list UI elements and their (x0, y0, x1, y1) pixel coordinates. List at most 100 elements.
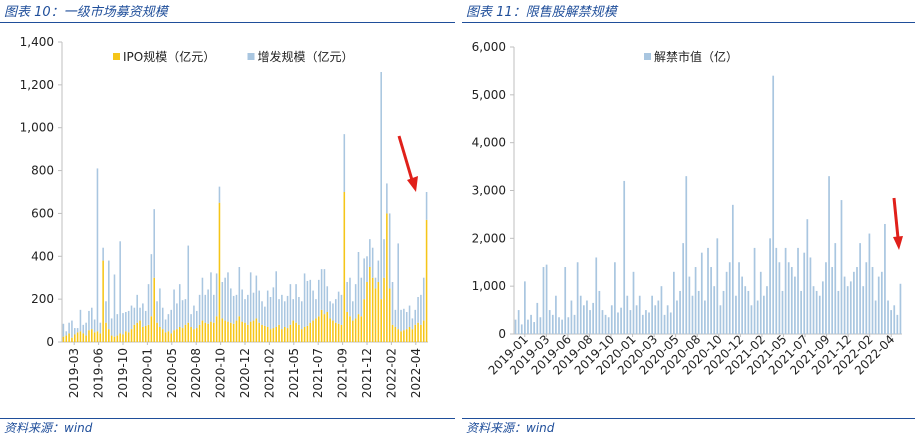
right-bar-s1 (806, 219, 809, 334)
left-bar-s2 (224, 277, 226, 321)
right-bar-s1 (604, 314, 607, 334)
left-bar-s2 (82, 324, 85, 334)
left-bar-s2 (391, 282, 394, 325)
right-bar-s1 (632, 271, 635, 334)
left-bar-s1 (156, 322, 158, 342)
left-bar-s2 (337, 291, 340, 324)
left-bar-s1 (122, 334, 124, 342)
left-bar-s2 (244, 299, 246, 323)
left-bar-s1 (184, 324, 187, 342)
left-bar-s1 (105, 322, 107, 342)
left-bar-s1 (298, 324, 300, 342)
left-bar-s2 (377, 260, 380, 282)
left-bar-s2 (108, 260, 110, 330)
right-bar-s1 (766, 286, 768, 334)
left-x-tick-label: 2020-05 (165, 348, 179, 398)
left-bar-s1 (71, 337, 73, 342)
left-bar-s2 (93, 319, 96, 333)
left-bar-s1 (213, 322, 215, 342)
left-bar-s2 (346, 282, 348, 312)
left-bar-s2 (425, 192, 428, 220)
left-bar-s2 (371, 247, 374, 278)
left-bar-s2 (207, 289, 209, 324)
left-bar-s1 (164, 332, 167, 342)
left-source-note: 资料来源：wind (4, 421, 93, 435)
right-chart-title: 图表 11：限售股解禁规模 (466, 5, 617, 20)
left-bar-s1 (244, 322, 246, 342)
left-bar-s2 (201, 277, 204, 321)
right-bar-s1 (623, 180, 626, 334)
left-bar-s2 (164, 319, 167, 333)
left-bar-s2 (408, 305, 411, 327)
left-bar-s2 (221, 282, 224, 319)
right-bar-s1 (865, 262, 868, 334)
left-bar-s1 (309, 322, 312, 342)
right-title-rule (462, 22, 915, 23)
left-bar-s1 (388, 288, 391, 342)
right-bar-s1 (533, 322, 536, 334)
left-bar-s2 (150, 254, 153, 317)
right-y-tick-label: 1,000 (472, 279, 506, 293)
left-bar-s1 (96, 331, 99, 342)
left-bar-s1 (65, 335, 68, 342)
left-bar-s2 (187, 245, 190, 323)
right-bar-s1 (775, 247, 778, 334)
left-bar-s1 (144, 325, 147, 342)
left-bar-s1 (403, 330, 405, 342)
right-bar-s1 (635, 305, 638, 334)
left-bar-s2 (127, 310, 130, 333)
left-bar-s2 (261, 301, 263, 325)
left-x-tick-label: 2019-06 (92, 348, 106, 398)
left-bar-s1 (130, 329, 133, 342)
left-bar-s1 (329, 318, 331, 342)
left-bar-s2 (241, 289, 243, 322)
left-bar-s1 (306, 325, 309, 342)
right-red-arrow-head (893, 236, 903, 250)
left-bar-s1 (417, 322, 419, 342)
left-bar-s1 (295, 322, 297, 342)
left-bar-s2 (230, 288, 232, 323)
left-x-tick-label: 2020-10 (214, 348, 228, 398)
left-bar-s2 (264, 306, 266, 326)
left-bar-s2 (315, 299, 317, 319)
left-bar-s1 (73, 334, 76, 342)
left-bar-s2 (73, 328, 76, 335)
right-bar-s1 (524, 281, 526, 334)
left-bar-s1 (408, 327, 411, 342)
left-bar-s1 (161, 329, 164, 342)
left-bar-s1 (292, 320, 295, 342)
left-bar-s2 (125, 312, 127, 332)
right-bar-s1 (629, 310, 632, 334)
left-legend-swatch (113, 53, 120, 60)
left-bar-s1 (142, 327, 144, 342)
right-bar-s1 (517, 310, 520, 334)
left-bar-s2 (369, 239, 371, 267)
left-bar-s2 (354, 284, 357, 319)
left-bar-s1 (420, 324, 422, 342)
left-bar-s1 (414, 324, 417, 342)
left-bar-s2 (110, 318, 113, 336)
left-legend-label: 增发规模（亿元） (258, 49, 354, 64)
left-bar-s2 (405, 312, 408, 330)
left-bar-s2 (173, 289, 175, 331)
left-bar-s2 (383, 239, 385, 278)
left-bar-s1 (272, 328, 275, 342)
left-bar-s2 (144, 310, 147, 326)
left-bar-s2 (119, 241, 121, 334)
right-bar-s1 (840, 200, 843, 334)
right-bar-s1 (651, 295, 653, 334)
left-bar-s1 (391, 324, 394, 342)
left-bar-s2 (317, 279, 320, 317)
left-bar-s2 (227, 272, 229, 322)
left-bar-s2 (386, 183, 388, 214)
left-bar-s2 (360, 277, 363, 317)
right-bar-s1 (781, 290, 784, 334)
right-bar-s1 (812, 286, 815, 334)
right-source-rule (462, 418, 915, 419)
right-bar-s1 (846, 286, 849, 334)
right-bar-s1 (641, 314, 644, 334)
right-bar-s1 (530, 314, 532, 334)
left-bar-s2 (133, 307, 136, 325)
left-bar-s2 (204, 294, 207, 323)
right-bar-s1 (741, 276, 743, 334)
